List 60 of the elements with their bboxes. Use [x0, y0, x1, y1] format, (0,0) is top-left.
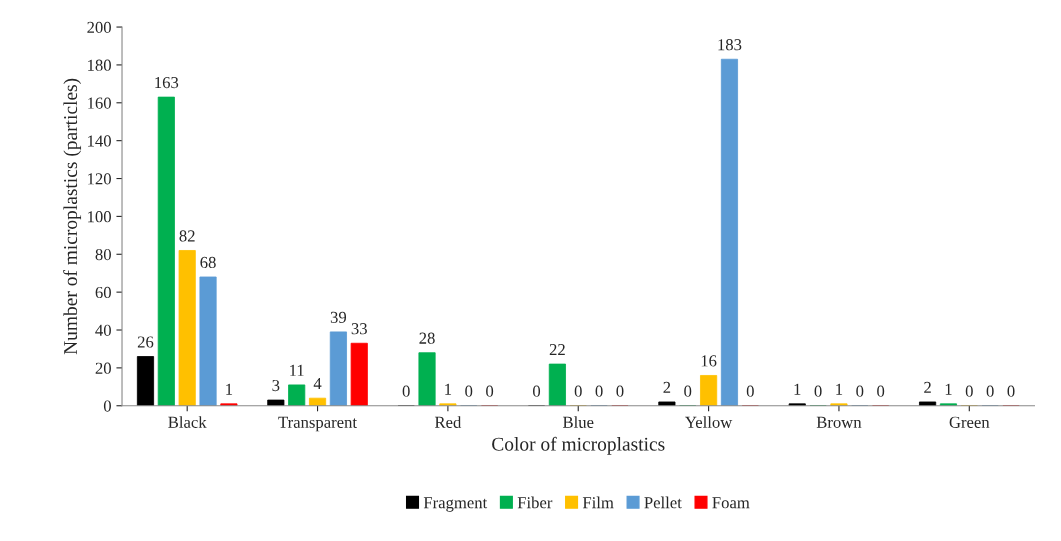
data-label: 0: [574, 385, 582, 397]
data-label: 0: [877, 385, 885, 397]
data-label: 163: [155, 76, 179, 89]
data-label: 39: [330, 311, 347, 323]
data-label: 0: [402, 385, 410, 397]
data-label: 1: [836, 383, 843, 395]
y-tick-label: 20: [95, 362, 111, 374]
x-tick-label: Transparent: [278, 416, 357, 432]
data-label: 11: [290, 364, 304, 376]
data-label: 0: [595, 385, 603, 397]
data-label: 0: [533, 385, 541, 397]
data-label: 183: [718, 39, 742, 51]
data-label: 26: [137, 336, 154, 348]
y-tick-label: 0: [103, 400, 111, 412]
y-tick-label: 100: [88, 211, 111, 223]
data-label: 1: [445, 383, 452, 395]
data-label: 0: [684, 385, 692, 397]
y-tick-label: 160: [88, 97, 111, 109]
data-label: 0: [616, 385, 624, 397]
data-label: 1: [945, 383, 952, 395]
data-label: 0: [856, 385, 864, 397]
x-tick-label: Black: [168, 416, 207, 428]
data-label: 28: [419, 332, 435, 344]
x-tick-label: Red: [434, 416, 462, 428]
data-label: 0: [986, 385, 994, 397]
y-tick-label: 120: [88, 173, 111, 185]
x-tick-label: Blue: [562, 416, 594, 428]
x-axis-title: Color of microplastics: [492, 436, 665, 455]
data-label: 68: [200, 256, 216, 269]
data-label: 0: [746, 385, 754, 397]
y-axis-title: Number of microplastics (particles): [63, 78, 82, 355]
legend-label: Fiber: [517, 496, 553, 509]
data-label: 4: [313, 378, 322, 390]
x-tick-label: Green: [949, 416, 990, 428]
x-tick-label: Yellow: [685, 416, 733, 428]
y-tick-label: 140: [88, 135, 111, 147]
y-tick-label: 40: [95, 324, 111, 336]
data-label: 0: [465, 385, 473, 397]
data-label: 3: [272, 379, 280, 392]
x-tick-label: Brown: [816, 416, 862, 428]
data-label: 0: [1007, 385, 1015, 397]
y-tick-label: 200: [87, 21, 111, 33]
y-tick-label: 180: [88, 59, 111, 71]
y-tick-label: 80: [95, 248, 111, 261]
data-label: 1: [794, 383, 801, 395]
data-label: 16: [701, 355, 717, 367]
data-label: 0: [965, 385, 973, 397]
legend-label: Film: [582, 496, 614, 509]
data-label: 33: [351, 323, 367, 335]
data-label: 1: [226, 383, 233, 395]
legend-label: Pellet: [644, 496, 682, 509]
y-tick-label: 60: [95, 286, 111, 299]
data-label: 2: [924, 381, 931, 393]
data-label: 0: [486, 385, 494, 397]
data-label: 0: [814, 385, 822, 397]
legend-label: Foam: [712, 497, 750, 509]
data-label: 2: [663, 381, 671, 393]
legend-label: Fragment: [423, 497, 488, 512]
data-label: 82: [179, 230, 195, 242]
data-label: 22: [549, 343, 565, 355]
